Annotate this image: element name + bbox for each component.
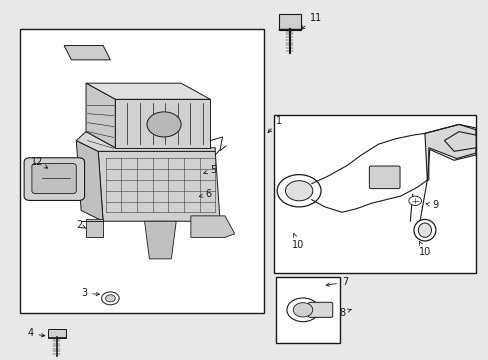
FancyBboxPatch shape [368, 166, 399, 189]
Text: 10: 10 [292, 234, 304, 249]
Text: 3: 3 [81, 288, 99, 298]
Circle shape [277, 175, 321, 207]
Text: 11: 11 [301, 13, 322, 29]
Circle shape [285, 181, 312, 201]
Bar [276, 277, 339, 343]
Polygon shape [115, 99, 210, 148]
Text: 7: 7 [325, 277, 347, 287]
Polygon shape [190, 216, 234, 237]
Polygon shape [86, 220, 103, 237]
Text: 5: 5 [203, 165, 216, 175]
Circle shape [105, 295, 115, 302]
Polygon shape [86, 83, 210, 99]
Text: 10: 10 [418, 242, 430, 257]
Circle shape [102, 292, 119, 305]
Circle shape [293, 303, 312, 317]
Text: 6: 6 [199, 189, 211, 199]
Ellipse shape [413, 220, 435, 241]
Bar [273, 116, 475, 273]
Ellipse shape [147, 112, 181, 137]
FancyBboxPatch shape [24, 158, 84, 201]
Ellipse shape [417, 223, 430, 237]
FancyBboxPatch shape [308, 302, 332, 318]
Polygon shape [424, 125, 475, 180]
FancyBboxPatch shape [48, 329, 65, 338]
Text: 12: 12 [31, 157, 47, 168]
Polygon shape [86, 83, 115, 148]
Circle shape [408, 196, 421, 206]
Polygon shape [98, 151, 220, 221]
Polygon shape [64, 45, 110, 60]
Text: 4: 4 [27, 328, 45, 338]
Text: 2: 2 [76, 220, 85, 230]
Text: 1: 1 [267, 116, 282, 132]
Polygon shape [144, 221, 176, 259]
Text: 9: 9 [425, 200, 437, 210]
Polygon shape [76, 140, 103, 221]
FancyBboxPatch shape [279, 14, 300, 31]
Polygon shape [76, 132, 215, 151]
FancyBboxPatch shape [32, 163, 76, 194]
Circle shape [286, 298, 319, 321]
Bar [20, 30, 264, 313]
Text: 8: 8 [339, 308, 350, 318]
